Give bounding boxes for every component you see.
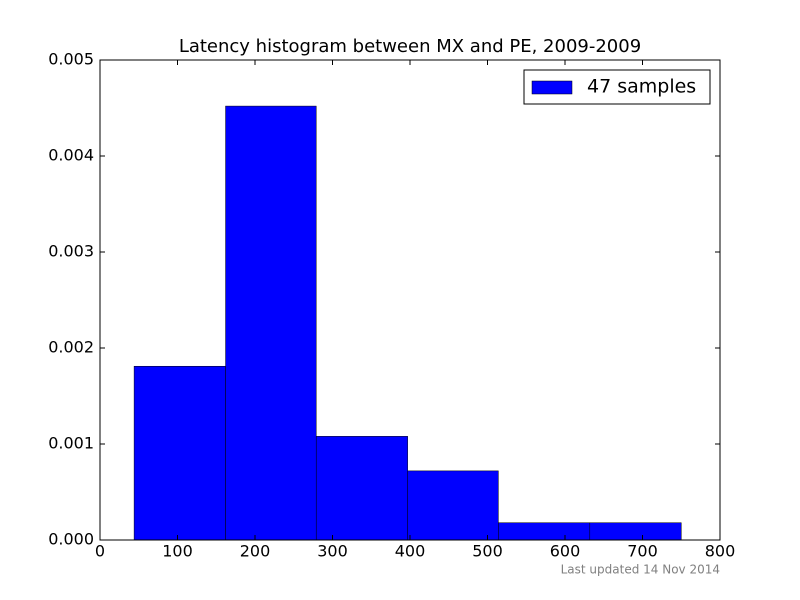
x-tick-label: 700 xyxy=(627,542,658,561)
y-tick-label: 0.003 xyxy=(48,242,94,261)
x-tick-label: 600 xyxy=(550,542,581,561)
bar xyxy=(498,522,591,541)
y-tick-label: 0.001 xyxy=(48,434,94,453)
bar xyxy=(407,470,499,541)
y-tick-label: 0.004 xyxy=(48,146,94,165)
x-tick-label: 800 xyxy=(705,542,736,561)
x-tick-label: 400 xyxy=(395,542,426,561)
y-tick-label: 0.005 xyxy=(48,50,94,69)
legend-label: 47 samples xyxy=(587,76,696,98)
y-tick-label: 0.000 xyxy=(48,530,94,549)
x-tick-label: 500 xyxy=(472,542,503,561)
legend-swatch xyxy=(531,80,573,95)
bar xyxy=(225,105,317,541)
x-tick-label: 300 xyxy=(317,542,348,561)
bar xyxy=(133,365,226,541)
bar xyxy=(315,436,408,541)
x-tick-label: 100 xyxy=(162,542,193,561)
chart-title: Latency histogram between MX and PE, 200… xyxy=(179,36,641,57)
footer: Last updated 14 Nov 2014 xyxy=(561,563,720,577)
x-tick-label: 0 xyxy=(95,542,105,561)
y-tick-label: 0.002 xyxy=(48,338,94,357)
bar xyxy=(589,522,682,541)
x-tick-label: 200 xyxy=(240,542,271,561)
